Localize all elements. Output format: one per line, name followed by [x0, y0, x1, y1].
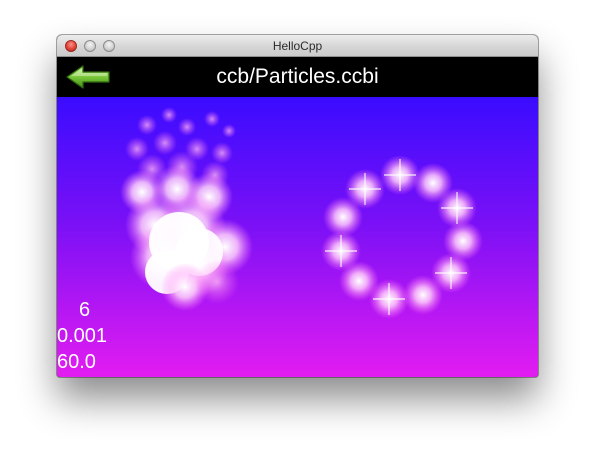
app-window: HelloCpp ccb/Particles.ccbi [57, 35, 538, 377]
scene-header: ccb/Particles.ccbi [57, 57, 538, 97]
fire-particle-emitter [120, 107, 253, 311]
particle-stage: 6 0.001 60.0 [57, 97, 538, 377]
left-arrow-icon [66, 65, 110, 89]
stat-seconds-per-frame: 0.001 [57, 325, 108, 347]
title-bar[interactable]: HelloCpp [57, 35, 538, 57]
scene-title: ccb/Particles.ccbi [216, 65, 379, 88]
stat-object-count: 6 [79, 299, 91, 321]
back-button[interactable] [65, 64, 111, 90]
zoom-button[interactable] [103, 40, 115, 52]
close-button[interactable] [65, 40, 77, 52]
ring-particle-emitter [321, 155, 483, 319]
minimize-button[interactable] [84, 40, 96, 52]
window-title: HelloCpp [272, 39, 323, 53]
stat-fps: 60.0 [57, 351, 96, 373]
stats-overlay: 6 0.001 60.0 [57, 297, 107, 375]
